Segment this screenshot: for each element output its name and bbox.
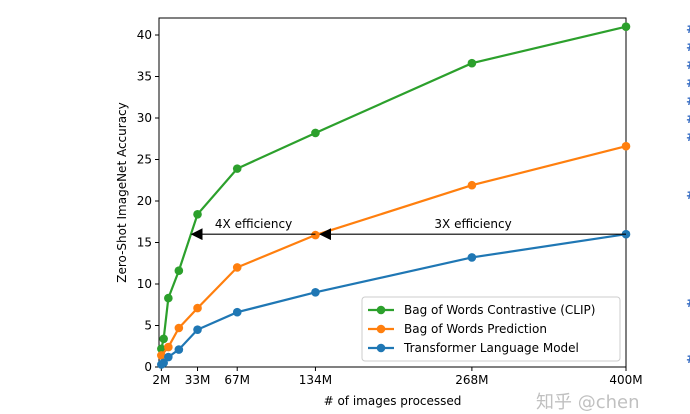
side-glyph: # [686, 76, 690, 91]
data-point [157, 344, 166, 354]
y-tick-label: 10 [137, 277, 152, 291]
side-glyph: # [686, 58, 690, 73]
x-tick-label: 400M [609, 373, 642, 387]
data-point [311, 128, 320, 138]
data-point [467, 180, 477, 190]
data-point [159, 334, 168, 344]
y-axis-label: Zero-Shot ImageNet Accuracy [115, 102, 129, 283]
side-glyph: # [686, 130, 690, 145]
data-point [164, 342, 173, 352]
legend-marker [376, 343, 386, 353]
data-point [467, 253, 477, 262]
legend-marker [376, 305, 386, 315]
data-point [157, 351, 166, 360]
y-tick-label: 30 [137, 111, 152, 125]
y-tick-label: 0 [144, 360, 152, 374]
legend [361, 296, 621, 362]
data-point [311, 288, 320, 297]
y-tick-label: 40 [137, 28, 152, 42]
side-glyph: # [686, 40, 690, 55]
data-point [164, 293, 173, 303]
watermark: 知乎 @chen [536, 392, 640, 413]
y-tick-label: 20 [137, 194, 152, 208]
data-point [164, 352, 173, 362]
side-glyph: # [686, 112, 690, 127]
y-tick-label: 35 [137, 70, 152, 84]
side-glyph: # [686, 352, 690, 367]
annotation-label: 4X efficiency [215, 217, 292, 231]
y-tick-label: 5 [144, 319, 152, 333]
data-point [467, 58, 477, 68]
side-glyph: # [686, 188, 690, 203]
data-point [232, 263, 242, 272]
y-tick-label: 25 [137, 153, 152, 167]
data-point [159, 358, 168, 368]
plot-frame [158, 17, 627, 368]
legend-marker [376, 324, 386, 334]
side-glyph: # [686, 94, 690, 109]
data-point [621, 22, 631, 32]
data-point [174, 323, 184, 333]
x-axis-label: # of images processed [324, 394, 462, 408]
side-glyph: # [686, 296, 690, 311]
data-point [193, 325, 202, 334]
x-tick-label: 67M [224, 373, 250, 387]
legend-label: Transformer Language Model [403, 341, 579, 355]
x-tick-label: 2M [152, 373, 170, 387]
data-point [193, 209, 202, 219]
side-glyph: # [686, 22, 690, 37]
x-tick-label: 33M [185, 373, 211, 387]
legend-label: Bag of Words Prediction [404, 322, 547, 336]
legend-label: Bag of Words Contrastive (CLIP) [404, 303, 595, 317]
data-point [232, 307, 242, 317]
x-tick-label: 268M [455, 373, 488, 387]
data-point [232, 164, 242, 173]
x-tick-label: 134M [299, 373, 332, 387]
data-point [193, 303, 202, 313]
data-point [621, 141, 631, 151]
data-point [174, 266, 184, 276]
data-point [311, 230, 320, 240]
data-point [174, 345, 184, 354]
y-tick-label: 15 [137, 236, 152, 250]
annotation-label: 3X efficiency [434, 217, 511, 231]
